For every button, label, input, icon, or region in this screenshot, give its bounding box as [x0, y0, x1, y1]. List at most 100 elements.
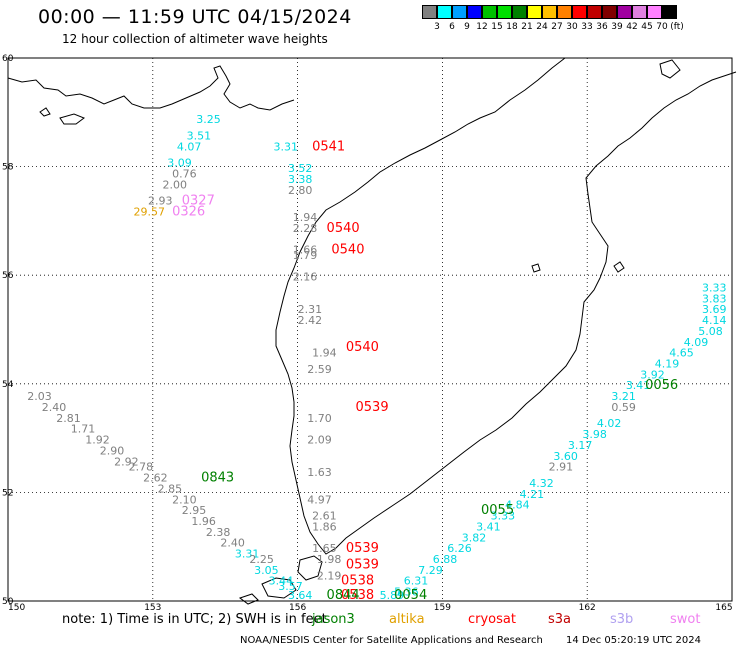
wave-height-value: 1.79	[293, 249, 318, 262]
wave-height-value: 3.60	[553, 450, 578, 463]
colorbar-tick: 42	[626, 22, 638, 32]
colorbar-tick: 39	[611, 22, 623, 32]
wave-height-value: 1.96	[191, 515, 216, 528]
wave-height-value: 6.26	[447, 542, 472, 555]
wave-height-value: 2.91	[549, 461, 574, 474]
footer-credit: NOAA/NESDIS Center for Satellite Applica…	[240, 635, 543, 646]
wave-height-value: 3.82	[462, 531, 487, 544]
colorbar-tick: 12	[476, 22, 488, 32]
colorbar-tick: 9	[464, 22, 470, 32]
wave-height-value: 2.00	[162, 178, 187, 191]
wave-height-value: 3.51	[187, 129, 212, 142]
colorbar-tick: 70	[656, 22, 668, 32]
wave-height-value: 5.08	[698, 325, 723, 338]
wave-height-value: 1.71	[71, 423, 96, 436]
wave-height-value: 1.86	[312, 520, 337, 533]
wave-height-value: 3.52	[288, 162, 313, 175]
chart-subtitle: 12 hour collection of altimeter wave hei…	[62, 32, 328, 46]
wave-height-value: 0.76	[172, 167, 197, 180]
kuril-island	[297, 555, 323, 581]
wave-height-value: 3.38	[288, 173, 313, 186]
colorbar-swatch	[527, 5, 542, 19]
wave-height-value: 2.16	[293, 271, 318, 284]
pass-time-label: 0055	[481, 503, 514, 518]
satellite-legend-swot: swot	[670, 612, 701, 627]
wave-height-value: 3.33	[491, 510, 515, 523]
wave-height-value: 3.25	[196, 113, 221, 126]
pass-time-label: 0844	[327, 588, 360, 603]
lat-label: 56	[2, 271, 14, 281]
satellite-legend-altika: altika	[389, 612, 425, 627]
wave-height-value: 2.38	[206, 526, 231, 539]
pass-time-label: 0843	[201, 471, 234, 486]
chart-title: 00:00 — 11:59 UTC 04/15/2024	[38, 6, 352, 28]
karaginsky-island	[659, 59, 681, 79]
wave-height-value: 5.89	[380, 589, 405, 602]
kuril-island-2	[261, 577, 297, 599]
colorbar-swatch	[617, 5, 632, 19]
kamchatka-coast	[275, 57, 737, 555]
wave-height-labels: 3.25 3.514.07 3.090.762.00 2.93 0327 29.57 032…	[27, 113, 726, 603]
wave-height-value: 2.90	[100, 444, 125, 457]
colorbar-tick: 24	[536, 22, 548, 32]
pass-time-label: 0054	[394, 588, 427, 603]
colorbar-swatch	[602, 5, 617, 19]
colorbar-swatch	[557, 5, 572, 19]
lat-label: 58	[2, 163, 14, 173]
wave-height-value: 4.65	[669, 347, 694, 360]
colorbar-swatch	[572, 5, 587, 19]
colorbar-tick: 45	[641, 22, 653, 32]
wave-height-value: 3.31	[273, 140, 298, 153]
wave-height-value: 3.57	[278, 580, 303, 593]
pass-time-label: 0540	[327, 221, 360, 236]
wave-height-value: 4.07	[177, 140, 202, 153]
wave-height-value: 4.14	[702, 314, 727, 327]
island-north	[39, 107, 51, 117]
wave-height-value: 2.92	[114, 455, 139, 468]
graticule	[7, 57, 733, 602]
colorbar-swatch	[497, 5, 512, 19]
pass-time-label: 0538	[341, 588, 374, 603]
wave-height-value: 2.81	[56, 412, 80, 425]
wave-height-value: 2.19	[317, 569, 342, 582]
wave-height-value: 3.17	[568, 439, 593, 452]
wave-height-value: 2.95	[182, 504, 207, 517]
wave-height-value: 3.44	[269, 575, 294, 588]
wave-height-value: 2.85	[158, 482, 183, 495]
colorbar-swatch	[452, 5, 467, 19]
colorbar-swatch	[662, 5, 677, 19]
wave-height-value: 4.32	[529, 477, 554, 490]
wave-height-value: 4.84	[505, 499, 530, 512]
wave-height-value: 3.83	[702, 292, 727, 305]
footer-timestamp: 14 Dec 05:20:19 UTC 2024	[566, 635, 701, 646]
axis-labels: 150 153 156 159 162 165 60 58 56 54 52 50	[2, 54, 733, 613]
wave-height-value: 3.98	[582, 428, 607, 441]
colorbar-swatch	[437, 5, 452, 19]
wave-height-value: 6.88	[433, 553, 458, 566]
wave-height-value: 2.93	[148, 195, 173, 208]
wave-height-value: 4.21	[520, 488, 545, 501]
pass-time-label: 0540	[346, 340, 379, 355]
wave-height-value: 3.92	[640, 368, 665, 381]
satellite-legend-cryosat: cryosat	[468, 612, 516, 627]
pass-time-label: 0056	[645, 378, 678, 393]
colorbar-tick: 33	[581, 22, 593, 32]
wave-height-value: 0.59	[611, 401, 636, 414]
kuril-island-3	[238, 593, 259, 605]
pass-time-label: 0540	[331, 242, 364, 257]
wave-height-value: 1.63	[307, 466, 332, 479]
colorbar-tick: 15	[491, 22, 503, 32]
lon-label: 150	[8, 603, 25, 613]
colorbar-swatch	[632, 5, 647, 19]
wave-height-value: 3.41	[476, 520, 501, 533]
colorbar-tick: 27	[551, 22, 563, 32]
wave-height-value: 1.66	[293, 243, 318, 256]
wave-height-value: 3.31	[235, 548, 260, 561]
small-island-2	[613, 261, 625, 273]
wave-height-value: 2.10	[172, 493, 197, 506]
colorbar-tick: 30	[566, 22, 578, 32]
lon-label: 159	[434, 603, 451, 613]
map-frame	[7, 57, 733, 602]
wave-height-value: 2.31	[298, 303, 323, 316]
lon-label: 165	[715, 603, 732, 613]
